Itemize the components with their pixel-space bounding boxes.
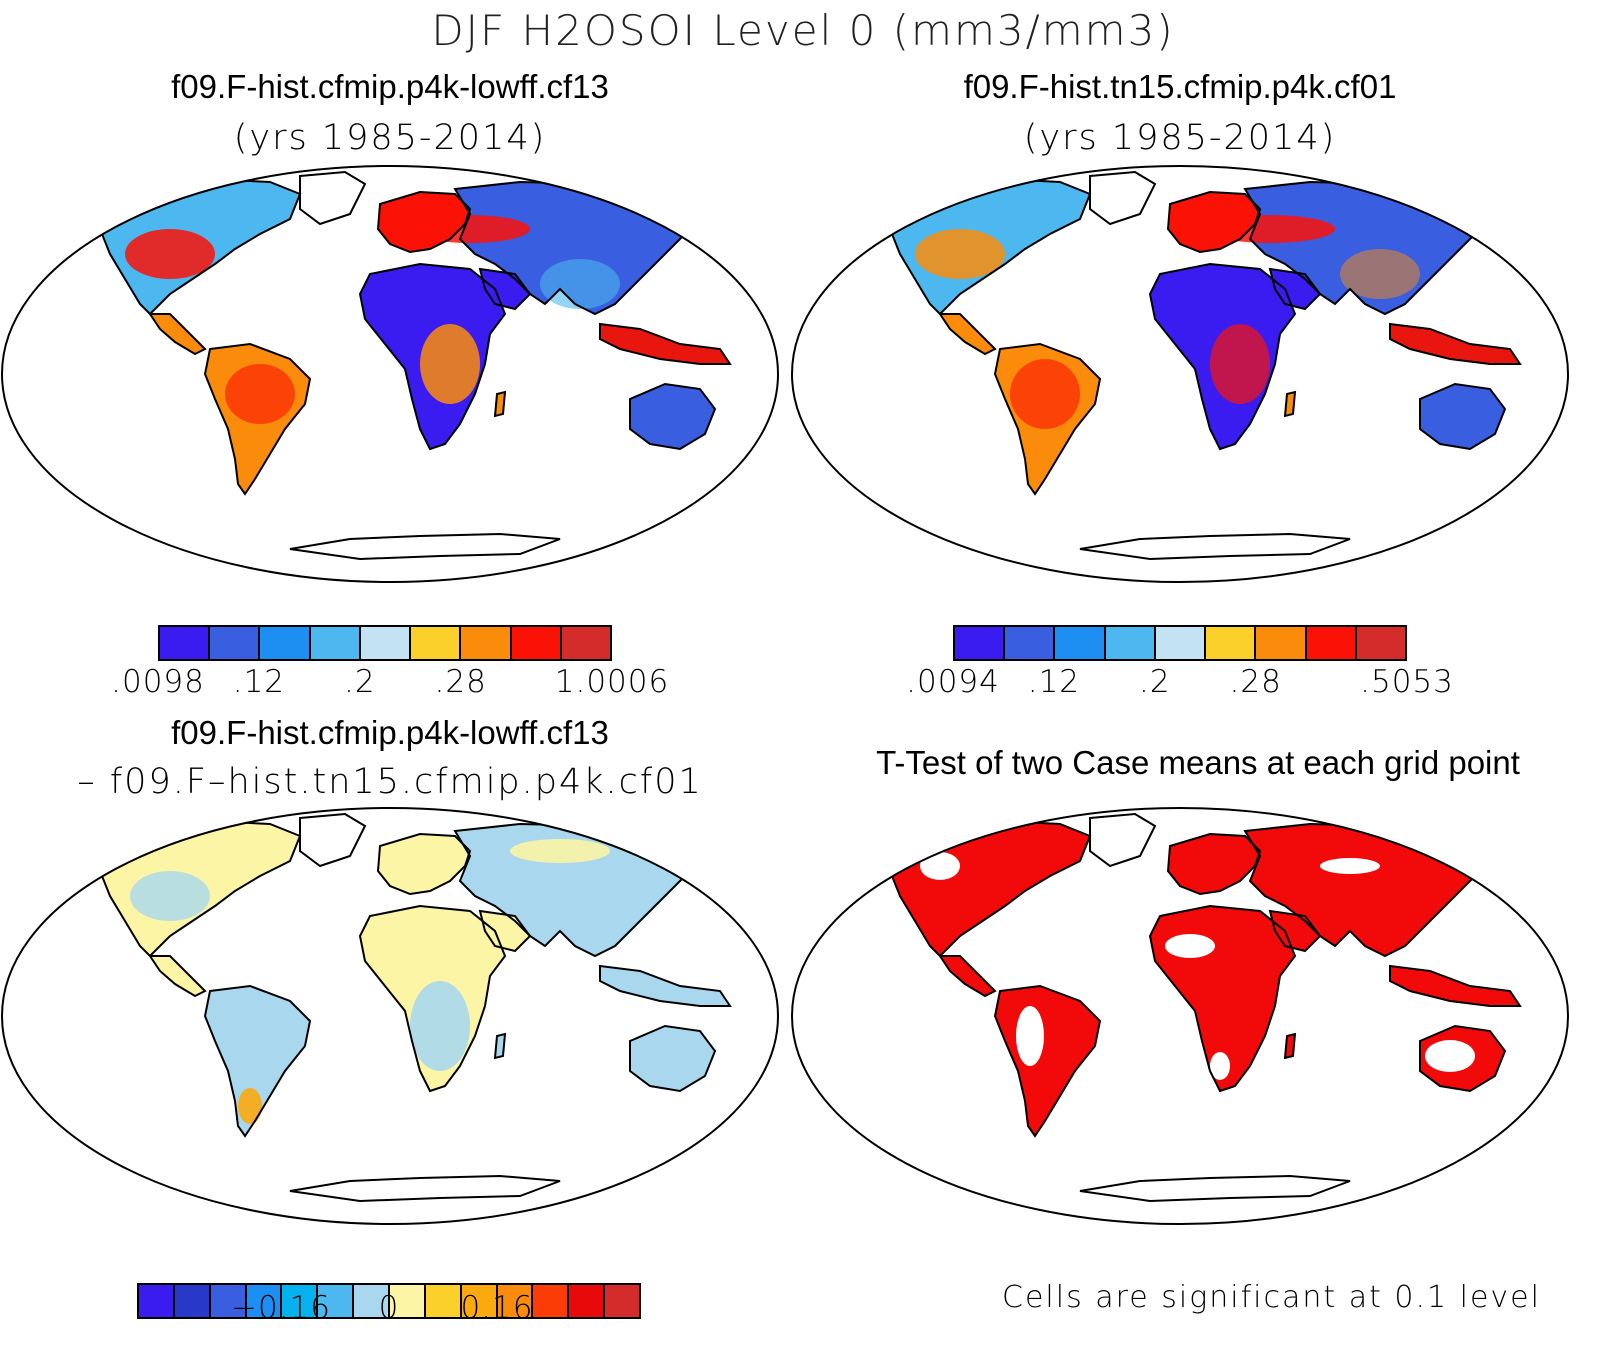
colorbar-swatch (1105, 627, 1156, 659)
panel-subtitle-bottom-left: – f09.F–hist.tn15.cfmip.p4k.cf01 (77, 762, 703, 802)
colorbar-tick-label: 0 (378, 1290, 400, 1326)
colorbar-tick-label: .12 (1027, 664, 1081, 700)
colorbar-swatch (310, 627, 361, 659)
colorbar-swatch (282, 1285, 319, 1317)
colorbar-swatch (425, 1285, 462, 1317)
colorbar-swatch (160, 627, 211, 659)
colorbar-swatch (1306, 627, 1357, 659)
panel-title-top-right: f09.F-hist.tn15.cfmip.p4k.cf01 (963, 68, 1397, 105)
colorbar-top-right (953, 625, 1407, 661)
colorbar-top-left (158, 625, 612, 661)
colorbar-swatch (511, 627, 562, 659)
colorbar-swatch (1206, 627, 1257, 659)
colorbar-swatch (605, 1285, 640, 1317)
land-layer (880, 172, 1520, 559)
colorbar-bottom-left (137, 1283, 641, 1319)
colorbar-swatch (139, 1285, 175, 1317)
panel-title-bottom-right: T-Test of two Case means at each grid po… (876, 744, 1520, 781)
colorbar-swatch (210, 1285, 247, 1317)
colorbar-swatch (1256, 627, 1307, 659)
colorbar-swatch (390, 1285, 426, 1317)
map-top-left (1, 165, 779, 583)
colorbar-tick-label: .12 (232, 664, 286, 700)
colorbar-tick-label: −0.16 (231, 1290, 331, 1326)
significance-note: Cells are significant at 0.1 level (1002, 1280, 1541, 1315)
colorbar-tick-label: .0098 (111, 664, 205, 700)
colorbar-swatch (561, 627, 610, 659)
map-top-right (791, 165, 1569, 583)
colorbar-swatch (1356, 627, 1405, 659)
figure-title: DJF H2OSOI Level 0 (mm3/mm3) (431, 6, 1175, 55)
land-layer (90, 172, 730, 559)
colorbar-tick-label: .28 (1229, 664, 1282, 700)
colorbar-tick-label: .2 (1138, 664, 1171, 700)
colorbar-swatch (318, 1285, 355, 1317)
colorbar-swatch (569, 1285, 606, 1317)
panel-subtitle-top-left: (yrs 1985-2014) (233, 118, 547, 158)
colorbar-swatch (246, 1285, 283, 1317)
colorbar-swatch (461, 1285, 498, 1317)
colorbar-swatch (955, 627, 1006, 659)
map-bottom-right (791, 807, 1569, 1225)
colorbar-tick-label: .0094 (906, 664, 1000, 700)
colorbar-swatch (1005, 627, 1056, 659)
colorbar-swatch (354, 1285, 391, 1317)
colorbar-tick-label: .28 (434, 664, 487, 700)
colorbar-tick-label: .2 (343, 664, 376, 700)
colorbar-swatch (360, 627, 412, 659)
colorbar-tick-label: .5053 (1360, 664, 1454, 700)
colorbar-swatch (1055, 627, 1106, 659)
colorbar-swatch (174, 1285, 211, 1317)
colorbar-swatch (461, 627, 512, 659)
colorbar-labels-bottom-left: −0.16 0 0.16 (137, 1290, 641, 1330)
colorbar-tick-label: 0.16 (460, 1290, 534, 1326)
colorbar-swatch (260, 627, 311, 659)
colorbar-swatch (497, 1285, 534, 1317)
panel-subtitle-top-right: (yrs 1985-2014) (1023, 118, 1337, 158)
panel-title-top-left: f09.F-hist.cfmip.p4k-lowff.cf13 (171, 68, 609, 105)
land-layer (880, 814, 1520, 1201)
colorbar-swatch (533, 1285, 570, 1317)
panel-title-bottom-left: f09.F-hist.cfmip.p4k-lowff.cf13 (171, 714, 609, 751)
colorbar-labels-top-right: .0094 .12 .2 .28 .5053 (906, 664, 1453, 704)
land-layer (90, 814, 730, 1201)
colorbar-swatch (1155, 627, 1207, 659)
colorbar-swatch (411, 627, 462, 659)
colorbar-labels-top-left: .0098 .12 .2 .28 1.0006 (111, 664, 668, 704)
colorbar-tick-label: 1.0006 (554, 664, 670, 700)
colorbar-swatch (210, 627, 261, 659)
map-bottom-left (1, 807, 779, 1225)
